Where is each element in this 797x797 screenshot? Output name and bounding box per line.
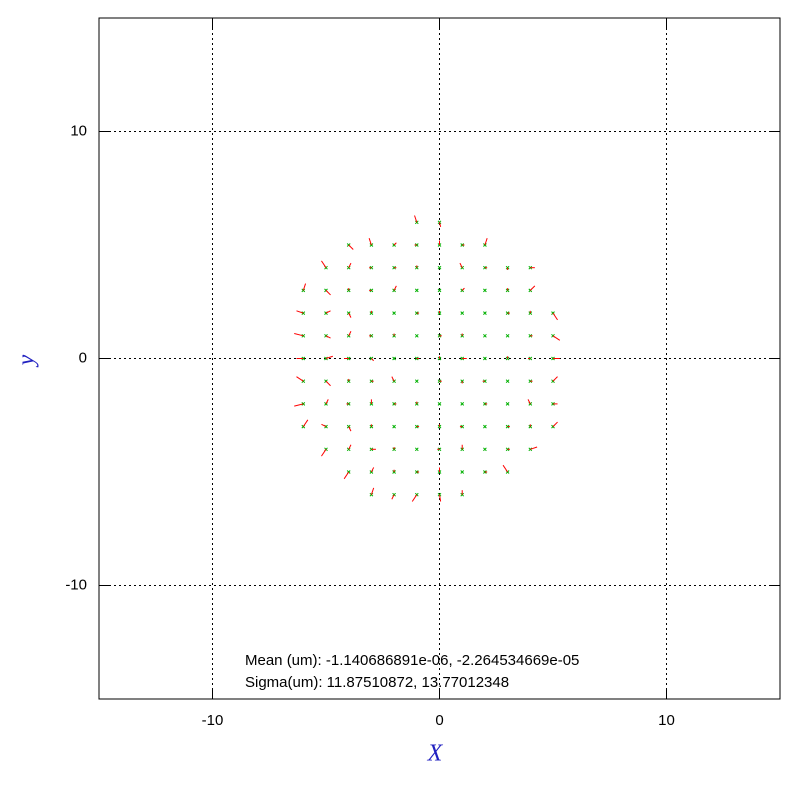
vector <box>414 215 418 223</box>
point <box>392 311 396 315</box>
vector <box>552 312 558 321</box>
vector <box>294 333 304 337</box>
vector <box>552 421 558 427</box>
vector <box>348 262 352 268</box>
vector <box>552 335 561 341</box>
vector <box>348 312 352 318</box>
x-tick-label: 0 <box>435 712 443 729</box>
point <box>460 311 465 315</box>
vector <box>296 310 304 314</box>
vector <box>325 310 331 314</box>
vector <box>348 331 352 337</box>
point <box>483 447 487 452</box>
point <box>414 333 419 338</box>
point <box>414 379 419 384</box>
vector <box>393 242 397 246</box>
vector <box>325 380 331 387</box>
vector <box>393 285 397 291</box>
vector <box>296 376 304 382</box>
vector <box>459 262 463 268</box>
vector <box>461 287 465 291</box>
point <box>392 424 396 429</box>
point <box>437 402 442 406</box>
point <box>505 333 510 338</box>
vector <box>325 335 331 339</box>
vector <box>294 403 304 407</box>
vector <box>302 419 309 427</box>
x-tick-label: -10 <box>202 712 224 729</box>
point <box>437 265 442 270</box>
vector <box>348 444 352 450</box>
vector <box>370 467 375 473</box>
x-axis-title: X <box>427 741 444 767</box>
point <box>483 356 487 361</box>
vector <box>530 446 538 450</box>
vector <box>321 449 327 457</box>
point <box>505 402 510 406</box>
point <box>483 424 487 429</box>
annotation: Mean (um): -1.140686891e-06, -2.26453466… <box>245 652 579 669</box>
point <box>483 311 487 315</box>
vector <box>484 238 488 246</box>
vector <box>502 464 509 473</box>
vector <box>391 494 395 500</box>
vector <box>527 399 531 405</box>
point <box>483 288 487 293</box>
vector <box>343 471 350 480</box>
y-axis-title: y <box>14 354 40 367</box>
y-tick-label: 10 <box>70 122 87 139</box>
vector <box>348 244 354 250</box>
y-tick-label: 0 <box>79 349 87 366</box>
point <box>483 333 487 338</box>
point <box>460 470 465 474</box>
vector <box>368 238 372 246</box>
vector <box>325 399 329 405</box>
vector <box>529 285 536 291</box>
vector <box>371 358 375 362</box>
point <box>392 356 396 361</box>
point <box>414 288 419 293</box>
vector <box>370 487 375 495</box>
vector <box>552 376 558 382</box>
vector <box>325 290 331 296</box>
vector <box>439 494 442 502</box>
vector <box>302 283 307 291</box>
vector <box>348 426 352 432</box>
point <box>437 288 442 293</box>
point <box>505 379 510 384</box>
vector <box>411 494 418 502</box>
vector <box>321 260 327 268</box>
x-tick-label: 10 <box>658 712 675 729</box>
vector <box>321 423 327 428</box>
point <box>460 402 465 406</box>
point <box>414 447 419 452</box>
annotation: Sigma(um): 11.87510872, 13.77012348 <box>245 674 509 691</box>
y-tick-label: -10 <box>65 576 87 593</box>
vector <box>391 376 395 382</box>
vector <box>325 355 333 359</box>
vector <box>439 222 442 227</box>
